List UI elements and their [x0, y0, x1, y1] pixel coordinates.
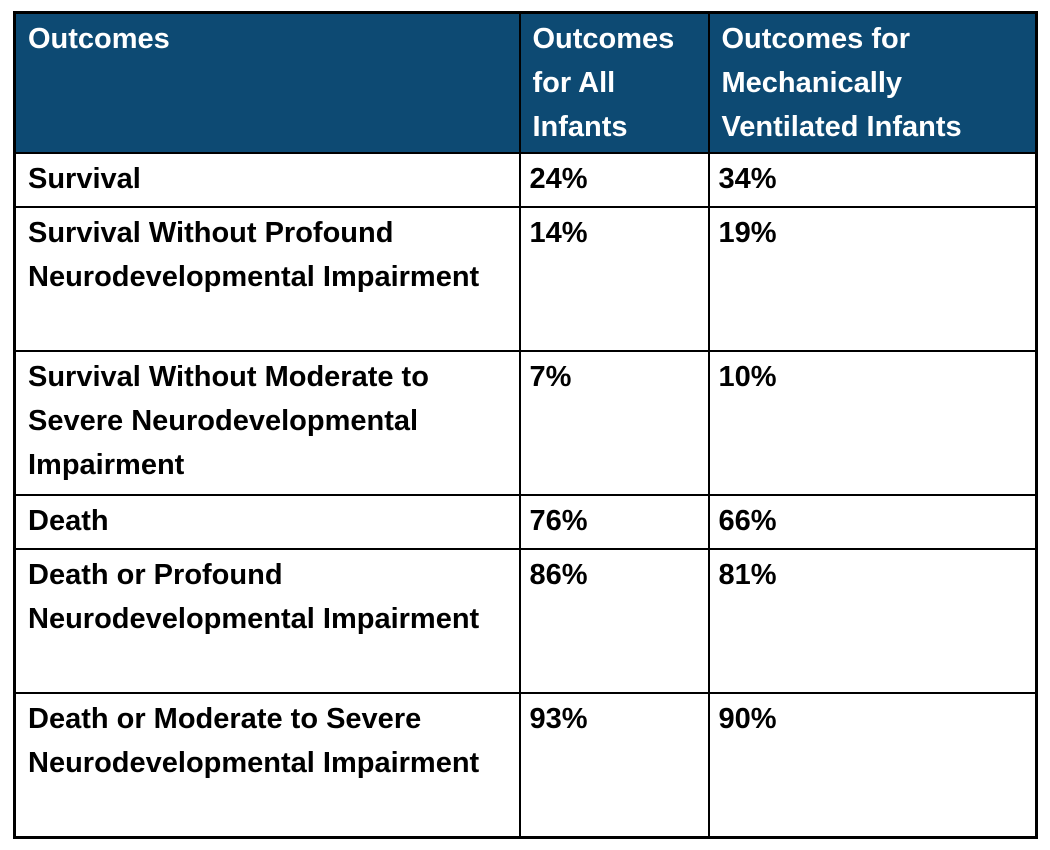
table-row-survival-without-mod-severe-ndi: Survival Without Moderate to Severe Neur…	[13, 350, 1038, 496]
outcome-label: Death or Moderate to Severe Neurodevelop…	[13, 692, 521, 838]
all-infants-value: 7%	[518, 350, 710, 496]
outcome-label: Survival	[13, 152, 521, 208]
all-infants-value: 14%	[518, 206, 710, 352]
ventilated-infants-value: 81%	[707, 548, 1038, 694]
outcomes-table-container: Outcomes Outcomes for All Infants Outcom…	[13, 11, 1038, 839]
ventilated-infants-value: 10%	[707, 350, 1038, 496]
table-row-death-or-mod-severe-ndi: Death or Moderate to Severe Neurodevelop…	[13, 692, 1038, 838]
all-infants-value: 93%	[518, 692, 710, 838]
column-header-ventilated-infants: Outcomes for Mechanically Ventilated Inf…	[707, 11, 1038, 154]
table-body: Survival 24% 34% Survival Without Profou…	[13, 152, 1038, 838]
ventilated-infants-value: 90%	[707, 692, 1038, 838]
ventilated-infants-value: 34%	[707, 152, 1038, 208]
outcome-label: Survival Without Moderate to Severe Neur…	[13, 350, 521, 496]
all-infants-value: 24%	[518, 152, 710, 208]
column-header-all-infants: Outcomes for All Infants	[518, 11, 710, 154]
outcome-label: Death	[13, 494, 521, 550]
all-infants-value: 76%	[518, 494, 710, 550]
header-row: Outcomes Outcomes for All Infants Outcom…	[13, 11, 1038, 154]
all-infants-value: 86%	[518, 548, 710, 694]
column-header-outcomes: Outcomes	[13, 11, 521, 154]
outcome-label: Survival Without Profound Neurodevelopme…	[13, 206, 521, 352]
table-header: Outcomes Outcomes for All Infants Outcom…	[13, 11, 1038, 154]
outcome-label: Death or Profound Neurodevelopmental Imp…	[13, 548, 521, 694]
table-row-death-or-profound-ndi: Death or Profound Neurodevelopmental Imp…	[13, 548, 1038, 694]
table-row-survival: Survival 24% 34%	[13, 152, 1038, 208]
ventilated-infants-value: 66%	[707, 494, 1038, 550]
table-row-death: Death 76% 66%	[13, 494, 1038, 550]
outcomes-table: Outcomes Outcomes for All Infants Outcom…	[13, 11, 1038, 839]
table-row-survival-without-profound-ndi: Survival Without Profound Neurodevelopme…	[13, 206, 1038, 352]
ventilated-infants-value: 19%	[707, 206, 1038, 352]
